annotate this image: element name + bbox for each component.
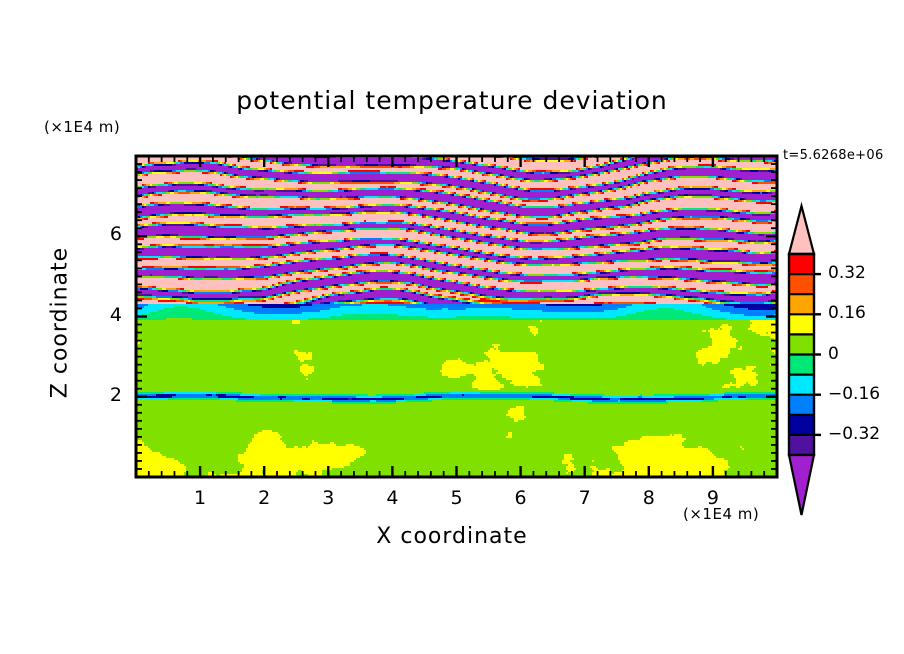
y-axis-unit-label: (×1E4 m) bbox=[44, 118, 121, 136]
x-tick-label: 8 bbox=[642, 487, 655, 509]
x-axis-unit-label: (×1E4 m) bbox=[683, 505, 760, 523]
colorbar-band bbox=[789, 414, 814, 436]
colorbar-tick-label: 0 bbox=[828, 343, 839, 364]
y-tick-label: 4 bbox=[109, 303, 122, 326]
x-tick-label: 4 bbox=[386, 487, 399, 509]
colorbar-over-arrow bbox=[787, 201, 816, 256]
x-axis-title: X coordinate bbox=[376, 524, 528, 549]
x-tick-label: 7 bbox=[578, 487, 591, 509]
y-tick-label: 2 bbox=[109, 383, 122, 406]
x-tick-label: 5 bbox=[450, 487, 463, 509]
colorbar-band bbox=[789, 274, 814, 295]
colorbar-tick-label: −0.16 bbox=[828, 383, 881, 404]
colorbar-band bbox=[789, 254, 814, 275]
y-tick-label: 6 bbox=[109, 223, 122, 246]
x-tick-label: 6 bbox=[514, 487, 527, 509]
colorbar-band bbox=[789, 334, 814, 355]
colorbar-band bbox=[789, 314, 814, 335]
colorbar-tick-label: 0.32 bbox=[828, 263, 866, 284]
colorbar-band bbox=[789, 294, 814, 315]
colorbar-band bbox=[789, 434, 814, 456]
colorbar-band bbox=[789, 374, 814, 396]
colorbar-band bbox=[789, 394, 814, 416]
x-tick-label: 2 bbox=[258, 487, 271, 509]
x-tick-label: 1 bbox=[194, 487, 207, 509]
colorbar-under-arrow bbox=[787, 453, 816, 516]
x-tick-label: 9 bbox=[706, 487, 719, 509]
colorbar-tick-label: −0.32 bbox=[828, 423, 881, 444]
page-title: potential temperature deviation bbox=[236, 86, 668, 115]
colorbar-tick-label: 0.16 bbox=[828, 303, 866, 324]
timestamp-annotation: t=5.6268e+06 bbox=[783, 148, 884, 163]
x-tick-label: 3 bbox=[322, 487, 335, 509]
colorbar-band bbox=[789, 354, 814, 376]
